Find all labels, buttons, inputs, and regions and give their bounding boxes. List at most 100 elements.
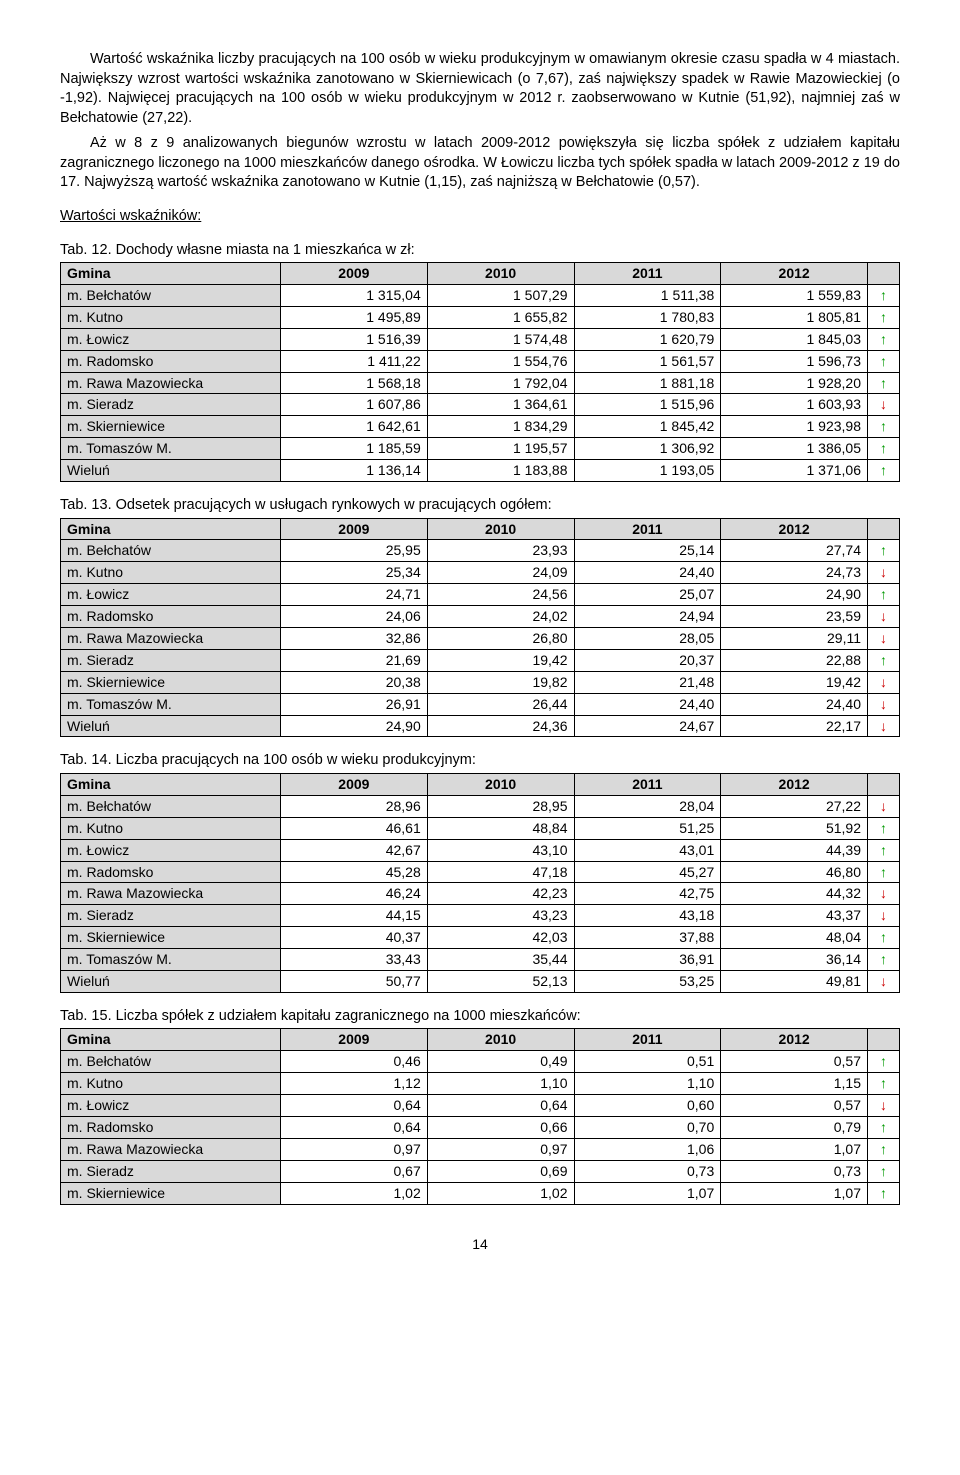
table-row: m. Tomaszów M.33,4335,4436,9136,14↑ [61, 949, 900, 971]
arrow-down-icon: ↓ [868, 627, 900, 649]
gmina-cell: m. Rawa Mazowiecka [61, 627, 281, 649]
value-cell: 24,40 [721, 693, 868, 715]
value-cell: 1 780,83 [574, 306, 721, 328]
column-header-arrow [868, 263, 900, 285]
value-cell: 46,80 [721, 861, 868, 883]
value-cell: 23,59 [721, 606, 868, 628]
value-cell: 24,71 [281, 584, 428, 606]
value-cell: 1 371,06 [721, 460, 868, 482]
column-header: Gmina [61, 263, 281, 285]
value-cell: 0,73 [721, 1160, 868, 1182]
column-header: 2012 [721, 263, 868, 285]
value-cell: 42,75 [574, 883, 721, 905]
arrow-down-icon: ↓ [868, 1095, 900, 1117]
arrow-up-icon: ↑ [868, 284, 900, 306]
gmina-cell: m. Radomsko [61, 1117, 281, 1139]
value-cell: 43,23 [427, 905, 574, 927]
table-title: Tab. 14. Liczba pracujących na 100 osób … [60, 751, 900, 771]
value-cell: 0,64 [281, 1095, 428, 1117]
value-cell: 29,11 [721, 627, 868, 649]
gmina-cell: m. Tomaszów M. [61, 438, 281, 460]
value-cell: 43,10 [427, 839, 574, 861]
value-cell: 28,95 [427, 795, 574, 817]
value-cell: 24,06 [281, 606, 428, 628]
arrow-up-icon: ↑ [868, 372, 900, 394]
arrow-down-icon: ↓ [868, 905, 900, 927]
value-cell: 1,07 [721, 1138, 868, 1160]
value-cell: 1 568,18 [281, 372, 428, 394]
value-cell: 1 561,57 [574, 350, 721, 372]
gmina-cell: m. Radomsko [61, 861, 281, 883]
table-row: m. Skierniewice20,3819,8221,4819,42↓ [61, 671, 900, 693]
table-row: m. Sieradz0,670,690,730,73↑ [61, 1160, 900, 1182]
value-cell: 1 515,96 [574, 394, 721, 416]
value-cell: 26,44 [427, 693, 574, 715]
arrow-up-icon: ↑ [868, 1138, 900, 1160]
value-cell: 37,88 [574, 927, 721, 949]
column-header: 2012 [721, 1029, 868, 1051]
value-cell: 1 195,57 [427, 438, 574, 460]
table-row: Wieluń24,9024,3624,6722,17↓ [61, 715, 900, 737]
value-cell: 1 805,81 [721, 306, 868, 328]
value-cell: 0,67 [281, 1160, 428, 1182]
value-cell: 1 607,86 [281, 394, 428, 416]
value-cell: 48,04 [721, 927, 868, 949]
gmina-cell: m. Rawa Mazowiecka [61, 372, 281, 394]
arrow-up-icon: ↑ [868, 1117, 900, 1139]
gmina-cell: m. Kutno [61, 1073, 281, 1095]
value-cell: 45,28 [281, 861, 428, 883]
table-row: m. Bełchatów0,460,490,510,57↑ [61, 1051, 900, 1073]
value-cell: 24,94 [574, 606, 721, 628]
column-header: Gmina [61, 518, 281, 540]
gmina-cell: m. Kutno [61, 817, 281, 839]
value-cell: 0,64 [281, 1117, 428, 1139]
value-cell: 27,74 [721, 540, 868, 562]
value-cell: 24,56 [427, 584, 574, 606]
value-cell: 1 834,29 [427, 416, 574, 438]
table-row: m. Radomsko24,0624,0224,9423,59↓ [61, 606, 900, 628]
value-cell: 1 845,03 [721, 328, 868, 350]
gmina-cell: m. Łowicz [61, 328, 281, 350]
gmina-cell: m. Łowicz [61, 839, 281, 861]
arrow-up-icon: ↑ [868, 927, 900, 949]
gmina-cell: m. Rawa Mazowiecka [61, 1138, 281, 1160]
column-header: Gmina [61, 774, 281, 796]
value-cell: 32,86 [281, 627, 428, 649]
value-cell: 1 507,29 [427, 284, 574, 306]
value-cell: 0,66 [427, 1117, 574, 1139]
value-cell: 1 183,88 [427, 460, 574, 482]
column-header: 2009 [281, 774, 428, 796]
paragraph-1: Wartość wskaźnika liczby pracujących na … [60, 50, 900, 128]
value-cell: 44,15 [281, 905, 428, 927]
arrow-down-icon: ↓ [868, 606, 900, 628]
arrow-up-icon: ↑ [868, 861, 900, 883]
value-cell: 36,14 [721, 949, 868, 971]
column-header: Gmina [61, 1029, 281, 1051]
arrow-up-icon: ↑ [868, 1073, 900, 1095]
value-cell: 0,69 [427, 1160, 574, 1182]
value-cell: 24,90 [721, 584, 868, 606]
table-row: m. Bełchatów28,9628,9528,0427,22↓ [61, 795, 900, 817]
value-cell: 43,01 [574, 839, 721, 861]
column-header-arrow [868, 518, 900, 540]
arrow-up-icon: ↑ [868, 328, 900, 350]
arrow-down-icon: ↓ [868, 693, 900, 715]
value-cell: 28,04 [574, 795, 721, 817]
column-header: 2009 [281, 1029, 428, 1051]
arrow-down-icon: ↓ [868, 562, 900, 584]
value-cell: 1 881,18 [574, 372, 721, 394]
gmina-cell: m. Radomsko [61, 606, 281, 628]
value-cell: 1,07 [574, 1182, 721, 1204]
column-header: 2010 [427, 1029, 574, 1051]
gmina-cell: m. Bełchatów [61, 1051, 281, 1073]
gmina-cell: m. Sieradz [61, 394, 281, 416]
table-row: m. Kutno1 495,891 655,821 780,831 805,81… [61, 306, 900, 328]
data-table: Gmina2009201020112012m. Bełchatów0,460,4… [60, 1028, 900, 1204]
value-cell: 19,82 [427, 671, 574, 693]
table-row: m. Rawa Mazowiecka32,8626,8028,0529,11↓ [61, 627, 900, 649]
arrow-down-icon: ↓ [868, 883, 900, 905]
column-header: 2010 [427, 518, 574, 540]
value-cell: 45,27 [574, 861, 721, 883]
value-cell: 27,22 [721, 795, 868, 817]
column-header: 2011 [574, 518, 721, 540]
